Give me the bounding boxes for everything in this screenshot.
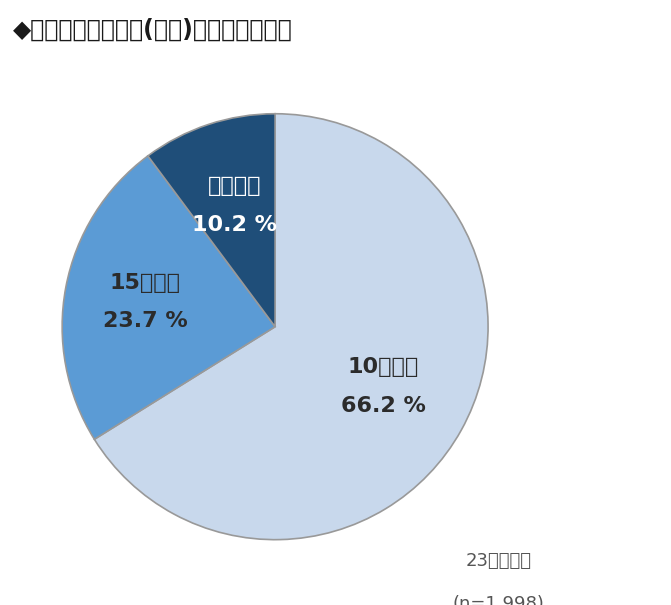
Text: ◆自宅から最寄り駅(電車)までの徒歩時間: ◆自宅から最寄り駅(電車)までの徒歩時間 xyxy=(13,18,293,42)
Text: 10.2 %: 10.2 % xyxy=(193,215,277,235)
Text: 23区在住者: 23区在住者 xyxy=(466,552,531,570)
Text: 10分以内: 10分以内 xyxy=(348,358,419,378)
Text: 15分以内: 15分以内 xyxy=(110,273,181,293)
Text: 66.2 %: 66.2 % xyxy=(341,396,425,416)
Text: 23.7 %: 23.7 % xyxy=(103,312,188,332)
Text: (n=1,998): (n=1,998) xyxy=(453,595,545,605)
Wedge shape xyxy=(95,114,488,540)
Wedge shape xyxy=(148,114,275,327)
Wedge shape xyxy=(62,156,275,439)
Text: それ以上: それ以上 xyxy=(208,176,262,196)
